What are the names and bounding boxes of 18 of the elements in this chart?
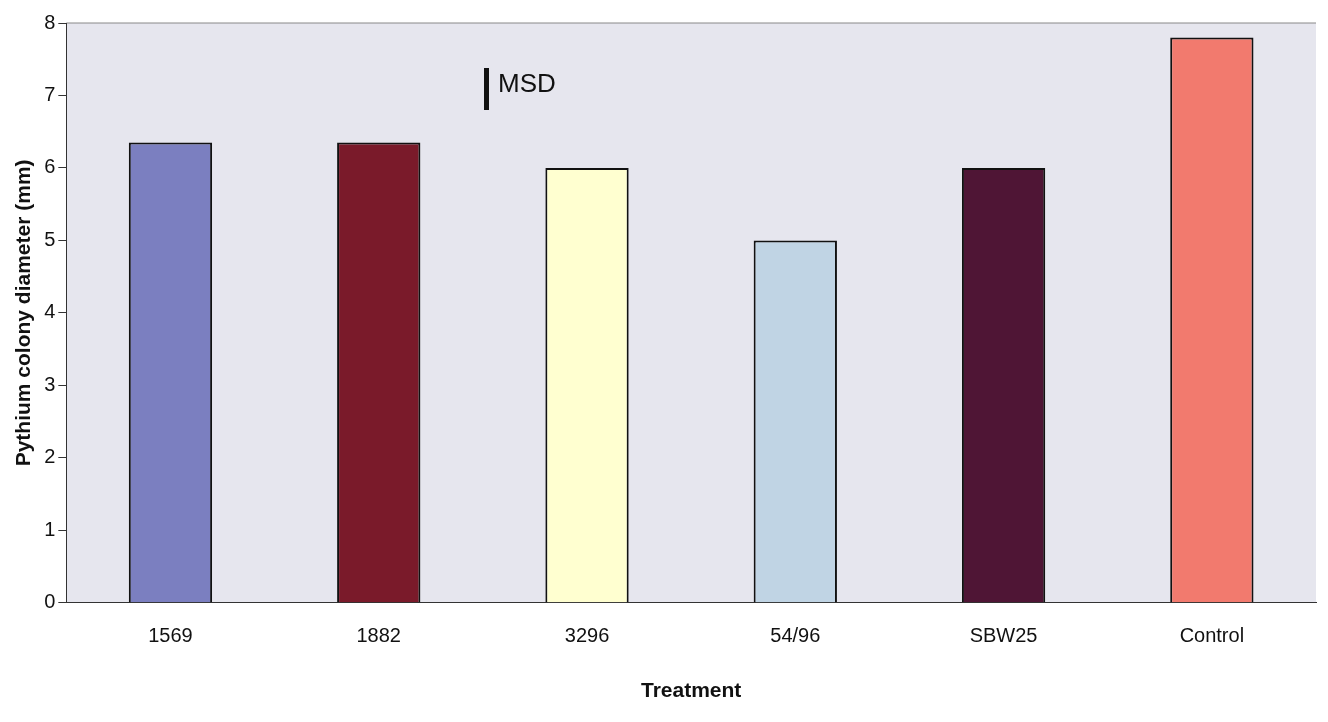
x-tick-label: 54/96: [770, 624, 821, 647]
y-tick-label: 8: [44, 10, 56, 33]
y-tick-label: 3: [44, 372, 56, 395]
y-tick-label: 2: [44, 445, 56, 468]
y-tick-label: 5: [44, 227, 56, 250]
y-tick-label: 1: [44, 517, 56, 540]
y-tick-label: 7: [44, 82, 56, 105]
x-tick-label: 1882: [356, 624, 401, 647]
x-tick-label: Control: [1179, 624, 1245, 647]
y-tick-label: 0: [44, 590, 56, 613]
y-tick-label: 6: [44, 155, 56, 178]
x-tick-label: 3296: [564, 624, 610, 647]
x-axis-title: Treatment: [640, 678, 742, 702]
x-tick-label: 1569: [148, 624, 193, 647]
x-tick-label: SBW25: [969, 624, 1038, 647]
y-axis-title: Pythium colony diameter (mm): [11, 159, 35, 467]
y-tick-label: 4: [44, 300, 56, 323]
annotation: MSD: [498, 68, 556, 99]
